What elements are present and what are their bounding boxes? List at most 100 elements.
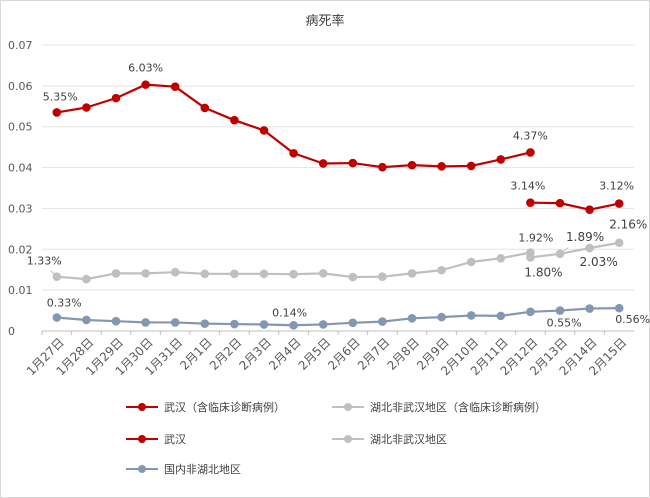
data-point [170,82,180,91]
data-point [111,269,121,278]
data-point [82,103,91,112]
data-point [289,320,298,330]
data-point [407,314,417,323]
data-point [82,315,91,325]
data-label: 0.33% [47,297,82,310]
x-tick-label: 2月6日 [325,335,363,373]
data-point [82,274,91,284]
data-label: 1.92% [518,232,553,245]
data-point [52,313,62,322]
data-point [170,318,180,327]
legend-label: 武汉 [164,433,186,446]
chart-title: 病死率 [305,14,345,29]
x-tick-label: 2月5日 [296,335,334,373]
data-point [496,253,506,263]
legend-item: 湖北非武汉地区 [332,431,447,447]
data-point [318,269,328,278]
data-point [52,108,62,117]
data-point [289,269,298,279]
data-point [141,80,150,89]
legend-label: 湖北非武汉地区 [370,433,447,446]
data-point [407,160,417,170]
legend-swatch-icon [332,434,364,444]
data-point [230,269,239,279]
data-point [378,272,387,281]
data-label: 1.80% [524,265,562,279]
data-point [378,317,387,326]
data-point [614,303,624,313]
data-point [496,311,506,321]
y-tick-label: 0.03 [8,202,33,215]
series-line [530,201,620,211]
y-tick-label: 0.01 [8,284,33,297]
y-tick-label: 0.05 [8,121,33,134]
data-point [585,205,594,214]
x-tick-label: 2月8日 [384,335,422,373]
legend-label: 湖北非武汉地区（含临床诊断病例） [370,401,546,414]
data-point [526,148,535,157]
data-label: 1.33% [27,255,62,268]
data-point [555,198,565,208]
data-label: 2.16% [609,218,647,232]
x-tick-label: 2月1日 [177,335,215,373]
data-point [466,311,476,320]
data-point [259,126,269,135]
data-label: 0.14% [272,306,307,319]
legend-swatch-icon [126,464,158,474]
data-point [259,269,269,279]
legend-item: 武汉（含临床诊断病例） [126,399,285,415]
y-tick-label: 0 [8,325,15,338]
data-point [496,155,506,164]
data-point [437,265,446,275]
data-point [111,93,121,103]
data-point [585,304,594,313]
data-point [407,269,417,278]
data-point [585,243,594,253]
y-tick-label: 0.06 [8,80,33,93]
data-point [141,269,150,278]
data-point [230,319,239,329]
data-label: 3.12% [599,180,634,193]
series-line [56,307,620,327]
x-tick-label: 2月3日 [236,335,274,373]
data-point [200,103,210,113]
data-point [466,161,476,171]
data-point [526,253,535,262]
data-point [289,148,298,158]
data-label: 1.89% [566,230,604,244]
legend-label: 武汉（含临床诊断病例） [164,401,285,414]
data-point [111,316,121,326]
data-point [437,162,446,171]
data-point [318,159,328,168]
data-point [614,199,624,208]
data-point [200,319,210,328]
legend-item: 湖北非武汉地区（含临床诊断病例） [332,399,546,415]
y-tick-label: 0.04 [8,162,33,175]
data-point [526,198,535,208]
legend-swatch-icon [126,434,158,444]
data-label: 5.35% [43,90,78,103]
legend-label: 国内非湖北地区 [164,463,241,476]
data-label: 6.03% [128,62,163,75]
data-point [141,318,150,327]
data-label: 0.56% [615,313,650,326]
data-point [200,269,210,279]
y-tick-label: 0.07 [8,39,33,52]
data-point [378,162,387,172]
data-label: 2.03% [580,255,618,269]
data-point [437,312,446,322]
data-point [555,306,565,315]
data-point [170,267,180,277]
data-point [526,307,535,317]
data-label: 4.37% [513,129,548,142]
data-label: 0.55% [547,317,582,330]
legend-item: 武汉 [126,431,186,447]
data-point [230,115,239,125]
x-tick-label: 2月4日 [266,335,304,373]
x-tick-label: 2月2日 [207,335,245,373]
legend-item: 国内非湖北地区 [126,461,241,477]
data-label: 3.14% [510,180,545,193]
x-tick-label: 2月7日 [355,335,393,373]
label-leader [559,247,569,255]
